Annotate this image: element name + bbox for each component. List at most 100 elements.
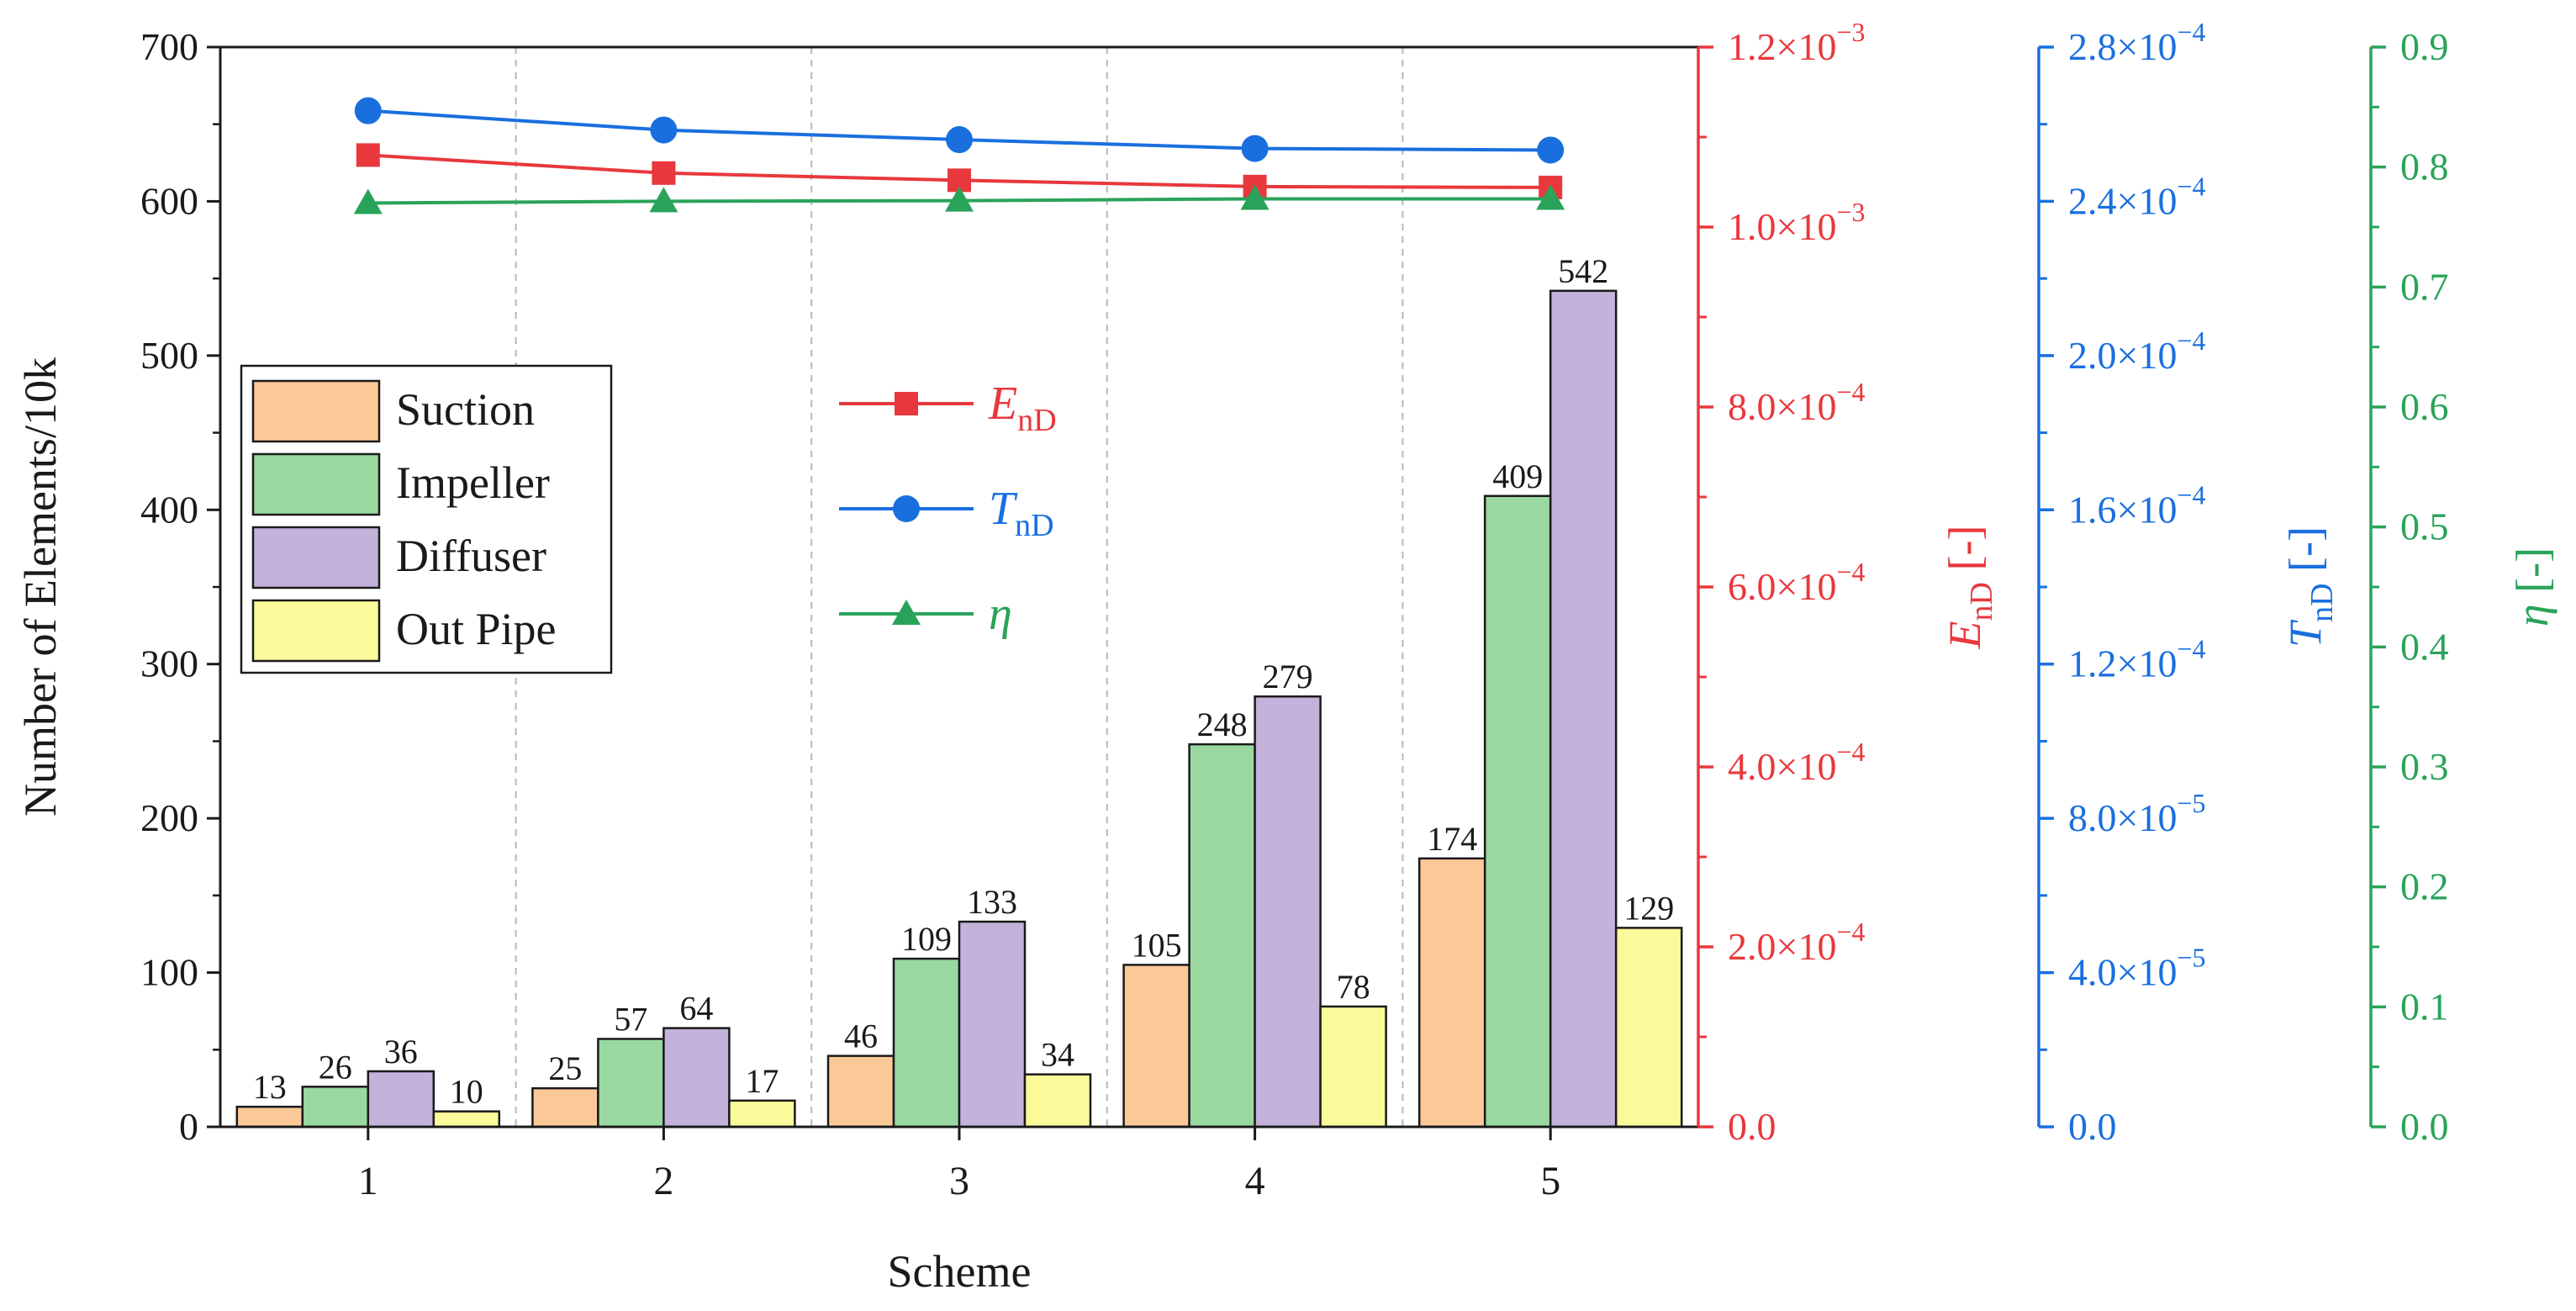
bar-diffuser-scheme-4 — [1254, 695, 1322, 1129]
right-axis-tick-label: 0.9 — [2400, 25, 2449, 68]
bar-impeller-scheme-1 — [301, 1086, 370, 1129]
legend-line-label-2: TnD — [989, 483, 1054, 543]
bar-out-pipe-scheme-5 — [1614, 927, 1683, 1129]
data-label: 34 — [1041, 1036, 1074, 1074]
legend-label-out-pipe: Out Pipe — [396, 604, 557, 654]
data-label: 129 — [1623, 889, 1674, 927]
data-label: 64 — [679, 990, 713, 1028]
right-axis-tick-label: 0.4 — [2400, 625, 2449, 668]
tick-mantissa: 0.7 — [2400, 265, 2449, 308]
tick-exponent: −4 — [1836, 377, 1865, 407]
right-axis-tick-label: 8.0×10−5 — [2068, 788, 2206, 839]
data-label: 26 — [319, 1048, 352, 1086]
grid-layer — [515, 47, 1404, 1127]
data-label: 46 — [844, 1018, 878, 1055]
data-label: 174 — [1427, 820, 1477, 858]
line-point — [649, 187, 678, 213]
right-axis-tick-label: 2.4×10−4 — [2068, 171, 2206, 222]
tick-mantissa: 0.0 — [2068, 1105, 2117, 1148]
right-axis-tick-label: 1.6×10−4 — [2068, 479, 2206, 531]
right-axis-tick-label: 4.0×10−5 — [2068, 943, 2206, 994]
legend-label-impeller: Impeller — [396, 457, 550, 508]
line-point — [945, 186, 974, 212]
right-axis-tick-label: 0.2 — [2400, 865, 2449, 908]
data-label: 17 — [745, 1062, 779, 1100]
x-tick-label: 2 — [653, 1159, 673, 1203]
tick-mantissa: 6.0×10 — [1728, 565, 1836, 608]
tick-mantissa: 0.0 — [2400, 1105, 2449, 1148]
bar-impeller-scheme-3 — [892, 957, 961, 1129]
legend-label-suction: Suction — [396, 384, 535, 435]
right-axis-title-3: η [-] — [2507, 547, 2558, 626]
line-point — [1240, 184, 1270, 210]
data-label: 36 — [384, 1033, 418, 1070]
right-axis-tick-label: 2.0×10−4 — [1728, 917, 1866, 968]
tick-exponent: −5 — [2177, 788, 2205, 818]
data-label: 10 — [450, 1073, 483, 1111]
right-axis-tick-label: 0.0 — [2068, 1105, 2117, 1148]
legend-symbol: T — [989, 483, 1018, 535]
bar-diffuser-scheme-1 — [367, 1070, 435, 1129]
legend-marker-1 — [895, 392, 918, 415]
line-point — [356, 143, 380, 167]
tick-mantissa: 8.0×10 — [1728, 385, 1836, 428]
legend-swatch-impeller — [251, 452, 381, 516]
tick-mantissa: 0.2 — [2400, 865, 2449, 908]
bar-out-pipe-scheme-2 — [728, 1099, 796, 1129]
axis-title-symbol: T — [2280, 619, 2331, 648]
tick-mantissa: 0.0 — [1728, 1105, 1776, 1148]
right-axis-tick-label: 4.0×10−4 — [1728, 737, 1866, 788]
tick-exponent: −5 — [2177, 943, 2205, 973]
right-axis-tick-label: 0.7 — [2400, 265, 2449, 308]
legend-swatch-diffuser — [251, 526, 381, 589]
bar-impeller-scheme-5 — [1483, 494, 1552, 1129]
tick-mantissa: 1.2×10 — [1728, 25, 1836, 68]
y-tick-label: 200 — [140, 796, 198, 839]
right-axis-title-2: TnD [-] — [2280, 526, 2340, 648]
legend-symbol: E — [988, 378, 1017, 430]
y-tick-label: 700 — [140, 25, 198, 68]
data-label: 105 — [1132, 926, 1182, 964]
legend-line-label-3: η — [989, 588, 1012, 640]
axis-title-unit: [-] — [2507, 547, 2558, 604]
right-axis-tick-label: 0.0 — [1728, 1105, 1776, 1148]
bar-suction-scheme-1 — [235, 1105, 304, 1129]
y-tick-label: 600 — [140, 179, 198, 222]
tick-mantissa: 0.3 — [2400, 745, 2449, 788]
legend-swatch-suction — [251, 379, 381, 443]
y-tick-label: 300 — [140, 642, 198, 685]
y-tick-label: 400 — [140, 488, 198, 531]
tick-exponent: −3 — [1836, 197, 1865, 227]
tick-exponent: −4 — [2177, 325, 2205, 356]
tick-mantissa: 0.5 — [2400, 505, 2449, 548]
right-axis-tick-label: 0.3 — [2400, 745, 2449, 788]
tick-mantissa: 0.9 — [2400, 25, 2449, 68]
tick-mantissa: 2.4×10 — [2068, 179, 2177, 222]
bar-out-pipe-scheme-1 — [432, 1110, 501, 1129]
data-label: 409 — [1492, 457, 1543, 495]
tick-mantissa: 1.6×10 — [2068, 488, 2177, 531]
tick-exponent: −4 — [1836, 917, 1865, 947]
right-axis-tick-label: 6.0×10−4 — [1728, 557, 1866, 608]
right-axis-tick-label: 0.1 — [2400, 985, 2449, 1028]
legend-marker-2 — [893, 495, 920, 522]
line-point — [353, 188, 383, 214]
right-axis-tick-label: 1.0×10−3 — [1728, 197, 1866, 248]
line-point — [650, 116, 678, 144]
tick-mantissa: 2.0×10 — [1728, 925, 1836, 968]
y-tick-label: 100 — [140, 951, 198, 994]
x-tick-label: 1 — [358, 1159, 378, 1203]
right-axis-tick-label: 1.2×10−3 — [1728, 17, 1866, 68]
line-point — [1537, 136, 1565, 164]
right-axis-tick-label: 0.5 — [2400, 505, 2449, 548]
bar-diffuser-scheme-3 — [958, 920, 1027, 1129]
axis-title-unit: [-] — [1940, 526, 1990, 582]
tick-exponent: −3 — [1836, 17, 1865, 47]
tick-mantissa: 2.8×10 — [2068, 25, 2177, 68]
y-tick-label: 500 — [140, 334, 198, 377]
tick-exponent: −4 — [2177, 479, 2205, 510]
bar-layer: 13 25 46 105 174 26 57 109 248 409 36 64 133 279 542 10… — [235, 252, 1683, 1129]
